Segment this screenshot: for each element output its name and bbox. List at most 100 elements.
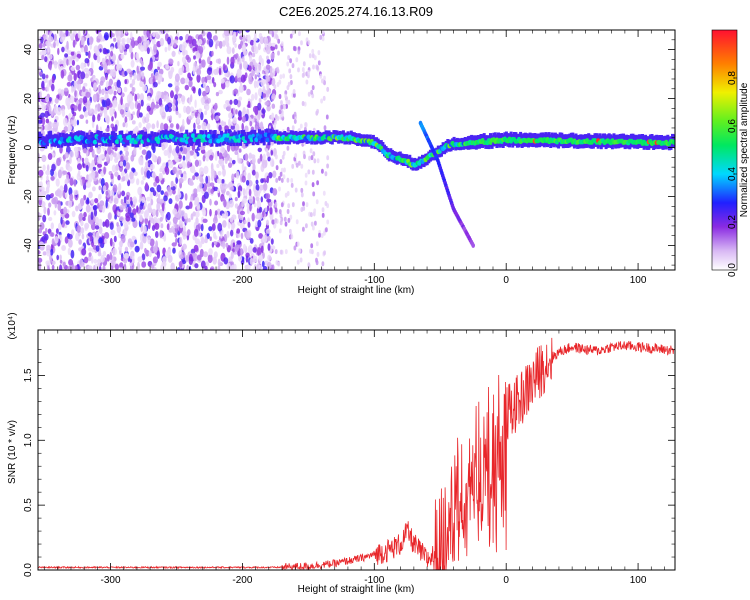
- noise-speck: [271, 93, 276, 100]
- noise-speck: [204, 265, 208, 270]
- noise-speck: [271, 79, 276, 86]
- noise-speck: [316, 158, 320, 164]
- noise-speck: [206, 181, 211, 188]
- noise-speck: [130, 31, 133, 39]
- noise-speck: [85, 181, 91, 188]
- noise-speck: [247, 221, 251, 228]
- noise-speck: [46, 164, 50, 172]
- noise-speck: [290, 182, 294, 188]
- noise-speck: [265, 91, 270, 98]
- noise-speck: [240, 74, 246, 83]
- noise-speck: [211, 223, 216, 231]
- noise-speck: [137, 256, 143, 263]
- noise-speck: [215, 115, 220, 121]
- noise-speck: [198, 108, 203, 113]
- noise-speck: [148, 250, 152, 258]
- noise-speck: [168, 144, 172, 154]
- noise-speck: [109, 251, 113, 261]
- noise-speck: [39, 222, 45, 230]
- noise-speck: [276, 115, 280, 121]
- noise-speck: [205, 175, 209, 184]
- noise-speck: [237, 190, 241, 199]
- noise-speck: [322, 95, 326, 101]
- noise-speck: [143, 210, 149, 219]
- noise-speck: [57, 202, 62, 211]
- noise-speck: [189, 201, 193, 209]
- noise-speck: [267, 254, 272, 261]
- noise-speck: [196, 202, 200, 210]
- noise-speck: [312, 191, 316, 197]
- noise-speck: [315, 199, 319, 205]
- y-tick-label: 0.0: [23, 563, 34, 577]
- noise-speck: [175, 237, 178, 245]
- noise-speck: [208, 79, 213, 84]
- noise-speck: [149, 46, 152, 52]
- noise-speck: [215, 91, 219, 97]
- noise-speck: [293, 92, 296, 98]
- noise-speck: [92, 93, 98, 103]
- noise-speck: [200, 223, 204, 232]
- noise-speck: [40, 112, 46, 118]
- noise-speck: [283, 216, 287, 222]
- y-tick-label: 0.5: [23, 498, 34, 512]
- noise-speck: [255, 179, 259, 185]
- noise-speck: [87, 232, 93, 237]
- noise-speck: [161, 261, 167, 267]
- noise-speck: [266, 55, 269, 60]
- noise-speck: [266, 261, 272, 270]
- noise-speck: [217, 170, 222, 176]
- noise-speck: [38, 42, 43, 49]
- noise-speck: [278, 186, 281, 192]
- noise-speck: [152, 245, 158, 254]
- noise-speck: [119, 205, 124, 211]
- noise-speck: [218, 124, 222, 132]
- noise-speck: [304, 180, 308, 186]
- noise-speck: [280, 167, 284, 173]
- noise-speck: [237, 57, 240, 62]
- noise-speck: [114, 263, 119, 270]
- noise-speck: [243, 219, 247, 224]
- noise-speck: [213, 82, 217, 88]
- noise-speck: [43, 206, 47, 215]
- noise-speck: [253, 62, 258, 68]
- noise-speck: [55, 178, 60, 187]
- noise-speck: [205, 261, 210, 267]
- noise-speck: [110, 229, 116, 236]
- noise-speck: [109, 107, 114, 117]
- noise-speck: [90, 211, 94, 221]
- noise-speck: [178, 200, 183, 209]
- noise-speck: [89, 108, 93, 114]
- noise-speck: [269, 72, 274, 78]
- noise-speck: [87, 247, 93, 252]
- noise-speck: [307, 169, 311, 175]
- noise-speck: [178, 113, 182, 119]
- noise-speck: [172, 189, 176, 195]
- noise-speck: [137, 36, 142, 45]
- noise-speck: [61, 245, 66, 251]
- noise-speck: [101, 88, 105, 96]
- noise-speck: [280, 104, 284, 110]
- noise-speck: [142, 84, 148, 92]
- noise-speck: [315, 241, 319, 247]
- noise-speck: [108, 80, 112, 88]
- noise-speck: [257, 158, 261, 165]
- noise-speck: [114, 214, 117, 220]
- noise-speck: [286, 61, 290, 67]
- noise-speck: [245, 30, 250, 33]
- noise-speck: [218, 89, 223, 95]
- noise-speck: [295, 57, 299, 63]
- noise-speck: [70, 51, 75, 56]
- noise-speck: [125, 173, 129, 182]
- noise-speck: [234, 75, 238, 82]
- noise-speck: [151, 123, 156, 130]
- noise-speck: [88, 191, 93, 199]
- noise-speck: [83, 30, 87, 35]
- noise-speck: [53, 41, 56, 49]
- noise-speck: [82, 86, 86, 93]
- noise-speck: [146, 30, 151, 38]
- noise-speck: [203, 251, 209, 258]
- noise-speck: [180, 77, 186, 85]
- noise-speck: [274, 44, 278, 50]
- noise-speck: [154, 222, 160, 230]
- noise-speck: [290, 80, 293, 85]
